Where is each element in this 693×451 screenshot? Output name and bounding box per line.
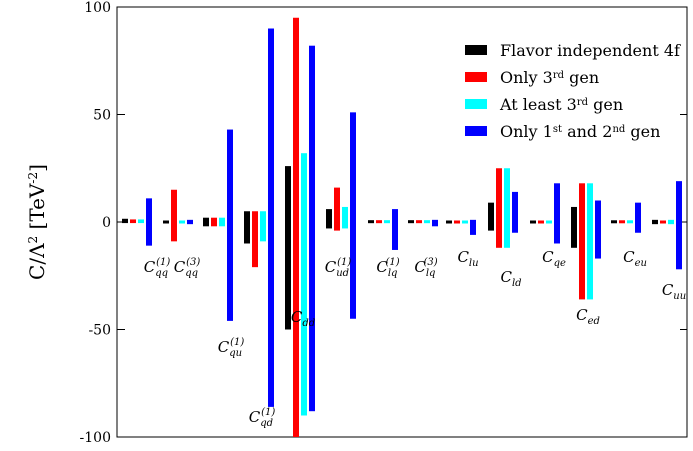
bars xyxy=(122,17,682,437)
bar-lu-only-3rd xyxy=(454,220,460,224)
y-tick-label: -100 xyxy=(80,430,111,446)
bar-lq-only-1st-2nd xyxy=(432,219,438,227)
y-axis-label: C/Λ2 [TeV-2] xyxy=(25,164,49,280)
category-label-qu: Cqu(1) xyxy=(218,337,245,359)
bar-dd-flavor-independent xyxy=(285,166,291,330)
bar-qu-flavor-independent xyxy=(203,217,209,227)
legend-label-only-3rd: Only 3rd gen xyxy=(500,68,599,87)
bar-uu-only-3rd xyxy=(660,220,666,224)
bar-lq-at-least-3rd xyxy=(384,220,390,224)
y-axis-label-end: ] xyxy=(25,164,49,172)
bar-lu-at-least-3rd xyxy=(462,220,468,224)
category-labels: Cqq(1) Cqq(3) Cqu(1) Cqd(1) Cdd Cud(1) Clq(1) C… xyxy=(144,248,686,429)
legend-label-at-least-3rd: At least 3rd gen xyxy=(499,95,623,114)
y-tick-label: 0 xyxy=(102,215,111,231)
category-label-lq: Clq(1) xyxy=(376,257,399,279)
bar-lq-only-1st-2nd xyxy=(392,209,398,250)
bar-ld-only-3rd xyxy=(496,168,502,248)
bar-lq-flavor-independent xyxy=(368,220,374,224)
bar-qe-only-3rd xyxy=(538,220,544,224)
plot-frame xyxy=(116,6,688,438)
legend-label-only-1st-2nd: Only 1st and 2nd gen xyxy=(500,122,660,141)
y-axis-label-base: C/Λ xyxy=(25,243,49,280)
category-label-ed: Ced xyxy=(576,306,600,327)
legend: Flavor independent 4f Only 3rd gen At le… xyxy=(465,41,681,141)
bar-ld-at-least-3rd xyxy=(504,168,510,248)
bar-uu-only-1st-2nd xyxy=(676,181,682,270)
bar-lq-only-3rd xyxy=(376,220,382,224)
bar-ed-flavor-independent xyxy=(571,206,577,248)
bar-qq-only-1st-2nd xyxy=(146,198,152,246)
bar-lu-only-1st-2nd xyxy=(470,219,476,235)
bar-qe-at-least-3rd xyxy=(546,220,552,224)
bar-eu-only-3rd xyxy=(619,220,625,224)
bar-uu-at-least-3rd xyxy=(668,219,674,225)
bar-qq-only-3rd xyxy=(171,189,177,242)
category-label-lu: Clu xyxy=(457,248,478,269)
y-axis-label-mid: [TeV xyxy=(25,183,49,236)
y-axis-label-sup2: -2 xyxy=(26,172,40,184)
bar-qd-only-1st-2nd xyxy=(268,28,274,407)
bar-ed-only-1st-2nd xyxy=(595,200,601,259)
bar-uu-flavor-independent xyxy=(652,219,658,225)
bar-dd-at-least-3rd xyxy=(301,153,307,416)
category-label-lq: Clq(3) xyxy=(414,257,437,279)
bar-qe-only-1st-2nd xyxy=(554,183,560,244)
legend-swatch-at-least-3rd xyxy=(465,99,487,109)
bar-ld-flavor-independent xyxy=(488,202,494,231)
bar-qd-flavor-independent xyxy=(244,211,250,244)
category-label-qq: Cqq(1) xyxy=(144,257,171,279)
y-tick-label: 50 xyxy=(93,108,111,124)
y-tick-label: -50 xyxy=(88,323,111,339)
bar-lq-at-least-3rd xyxy=(424,220,430,224)
bar-qu-only-1st-2nd xyxy=(227,129,233,321)
category-label-eu: Ceu xyxy=(623,248,647,269)
bar-ud-flavor-independent xyxy=(326,209,332,229)
bar-ed-only-3rd xyxy=(579,183,585,300)
category-label-ld: Cld xyxy=(500,268,521,289)
category-label-dd: Cdd xyxy=(291,308,315,329)
category-label-qd: Cqd(1) xyxy=(249,407,276,429)
y-axis: -100 -50 0 50 100 xyxy=(80,0,687,446)
bar-qd-at-least-3rd xyxy=(260,211,266,242)
category-label-qe: Cqe xyxy=(542,248,566,269)
bar-lq-only-3rd xyxy=(416,220,422,224)
y-tick-label: 100 xyxy=(84,0,111,16)
legend-label-flavor-independent: Flavor independent 4f xyxy=(500,41,681,60)
bar-ud-at-least-3rd xyxy=(342,206,348,229)
bar-qu-at-least-3rd xyxy=(219,217,225,227)
category-label-qq: Cqq(3) xyxy=(174,257,201,279)
bar-qq-flavor-independent xyxy=(122,218,128,224)
bar-ud-only-1st-2nd xyxy=(350,112,356,319)
y-axis-label-sup: 2 xyxy=(26,236,40,244)
bar-ld-only-1st-2nd xyxy=(512,191,518,233)
legend-swatch-only-3rd xyxy=(465,72,487,82)
bar-qe-flavor-independent xyxy=(530,220,536,224)
category-label-ud: Cud(1) xyxy=(325,257,352,279)
bar-lu-flavor-independent xyxy=(446,220,452,224)
bar-lq-flavor-independent xyxy=(408,220,414,224)
bar-ud-only-3rd xyxy=(334,187,340,231)
bar-qq-only-1st-2nd xyxy=(187,219,193,225)
bar-eu-only-1st-2nd xyxy=(635,202,641,233)
bar-qd-only-3rd xyxy=(252,211,258,268)
category-label-uu: Cuu xyxy=(662,281,686,302)
bar-qq-at-least-3rd xyxy=(138,219,144,224)
bar-eu-at-least-3rd xyxy=(627,220,633,224)
bar-dd-only-1st-2nd xyxy=(309,45,315,412)
bar-ed-at-least-3rd xyxy=(587,183,593,300)
bar-dd-only-3rd xyxy=(293,17,299,437)
legend-swatch-flavor-independent xyxy=(465,45,487,55)
bar-qq-at-least-3rd xyxy=(179,220,185,224)
bar-qq-flavor-independent xyxy=(163,220,169,224)
bar-qu-only-3rd xyxy=(211,217,217,227)
bar-eu-flavor-independent xyxy=(611,220,617,224)
legend-swatch-only-1st-2nd xyxy=(465,126,487,136)
bar-qq-only-3rd xyxy=(130,219,136,224)
